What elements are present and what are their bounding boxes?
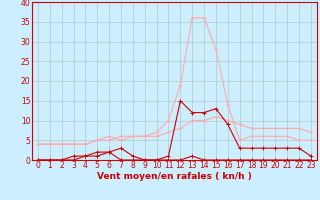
X-axis label: Vent moyen/en rafales ( kn/h ): Vent moyen/en rafales ( kn/h ) bbox=[97, 172, 252, 181]
